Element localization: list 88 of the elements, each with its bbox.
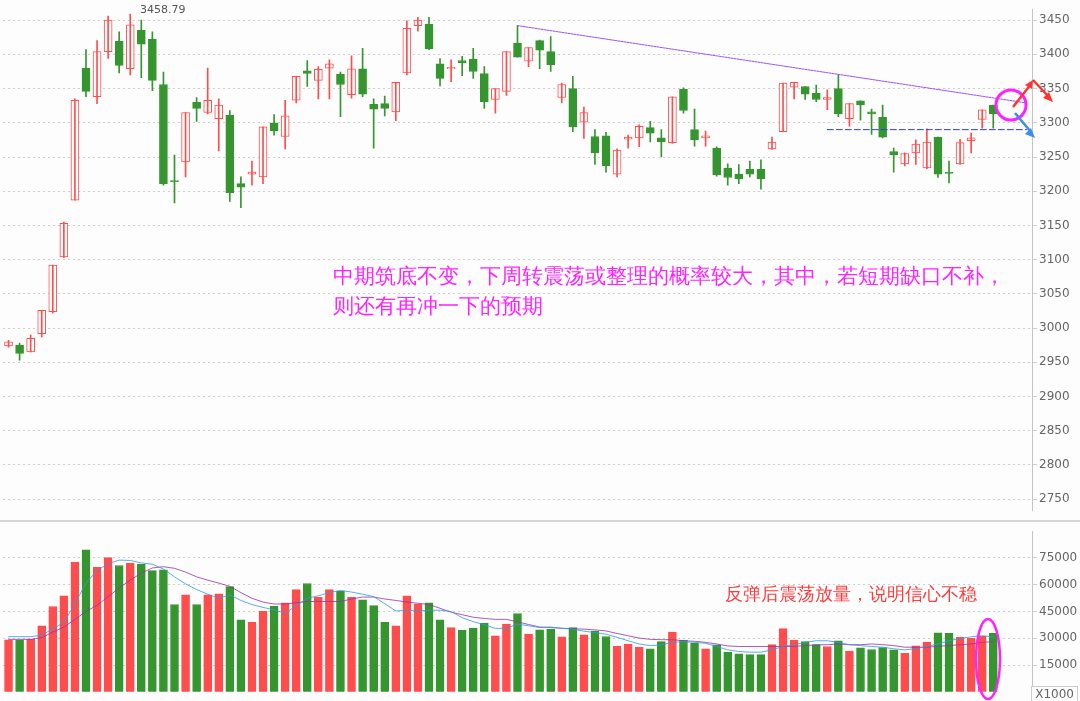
bar: [336, 590, 345, 692]
bar: [911, 645, 921, 692]
bar: [690, 642, 699, 692]
bar: [26, 639, 35, 692]
y-tick-label: 2750: [1039, 491, 1070, 506]
bar: [988, 633, 998, 692]
annotation: 反弹后震荡放量，说明信心不稳: [725, 582, 978, 606]
bar: [977, 635, 987, 692]
y-tick-label: 3450: [1039, 12, 1070, 27]
bar: [314, 597, 323, 692]
y-tick-label: 2900: [1039, 388, 1070, 403]
bar: [546, 628, 556, 692]
bar: [347, 597, 356, 692]
y-tick-label: 30000: [1039, 630, 1078, 645]
y-tick-label: 3350: [1039, 80, 1070, 95]
bar: [856, 647, 865, 692]
bar: [513, 613, 522, 692]
bar: [878, 647, 887, 692]
bar: [502, 623, 511, 692]
bar: [391, 625, 401, 692]
bar: [657, 641, 666, 692]
y-tick-label: 3400: [1039, 46, 1070, 61]
candlestick: [944, 160, 954, 184]
bar: [159, 569, 168, 692]
y-tick-label: 45000: [1039, 603, 1078, 618]
bar: [358, 599, 367, 692]
bar: [668, 631, 677, 692]
bar: [900, 652, 910, 692]
annotation: 3458.79: [140, 3, 187, 17]
bar: [845, 650, 854, 692]
bar: [723, 651, 733, 692]
bar: [380, 621, 390, 692]
bar: [170, 604, 179, 692]
y-tick-label: 60000: [1039, 576, 1078, 591]
bar: [712, 644, 721, 692]
bar: [214, 593, 224, 692]
y-tick-label: 3100: [1039, 251, 1070, 266]
bar: [491, 635, 500, 692]
y-tick-label: 3300: [1039, 114, 1070, 129]
y-tick-label: 2850: [1039, 422, 1070, 437]
bar: [800, 641, 810, 692]
candlestick: [302, 60, 312, 87]
bar: [302, 583, 312, 692]
bar: [568, 627, 578, 692]
bar: [114, 565, 124, 692]
bar: [369, 605, 378, 692]
bar: [4, 639, 13, 692]
bar: [834, 640, 843, 692]
bar: [148, 570, 157, 692]
bar: [645, 648, 655, 692]
y-tick-label: 3050: [1039, 286, 1070, 300]
bar: [15, 639, 24, 692]
bar: [48, 606, 58, 692]
bar: [192, 604, 201, 692]
bar: [468, 628, 478, 692]
bar: [867, 649, 876, 692]
bar: [479, 622, 489, 692]
bar: [291, 589, 301, 692]
y-axis-title: X1000: [1031, 686, 1078, 701]
bar: [822, 646, 832, 692]
bar: [524, 633, 533, 692]
y-tick-label: 3150: [1039, 217, 1070, 232]
y-tick-label: 3250: [1039, 149, 1070, 164]
bar: [889, 649, 899, 692]
y-tick-label: 2800: [1039, 457, 1070, 472]
y-tick-label: 75000: [1039, 550, 1078, 565]
y-tick-label: 2950: [1039, 354, 1070, 369]
y-tick-label: 15000: [1039, 657, 1078, 672]
bar: [125, 562, 135, 692]
y-tick-label: 3000: [1039, 320, 1070, 335]
bar: [203, 594, 213, 692]
bar: [325, 589, 334, 692]
bar: [136, 563, 146, 692]
candlestick: [457, 56, 467, 76]
bar: [557, 636, 567, 692]
bar: [535, 629, 544, 692]
bar: [811, 644, 821, 692]
bar: [701, 648, 710, 692]
bar: [634, 646, 644, 692]
bar: [37, 625, 47, 692]
bar: [225, 586, 235, 692]
candlestick: [822, 89, 832, 111]
bar: [734, 653, 744, 692]
bar: [181, 594, 190, 692]
bar: [457, 630, 467, 692]
annotation: 中期筑底不变，下周转震荡或整理的概率较大，其中，若短期缺口不补，则还有再冲一下的预期: [333, 263, 1006, 320]
y-tick-label: 3200: [1039, 183, 1070, 198]
bar: [679, 639, 688, 692]
